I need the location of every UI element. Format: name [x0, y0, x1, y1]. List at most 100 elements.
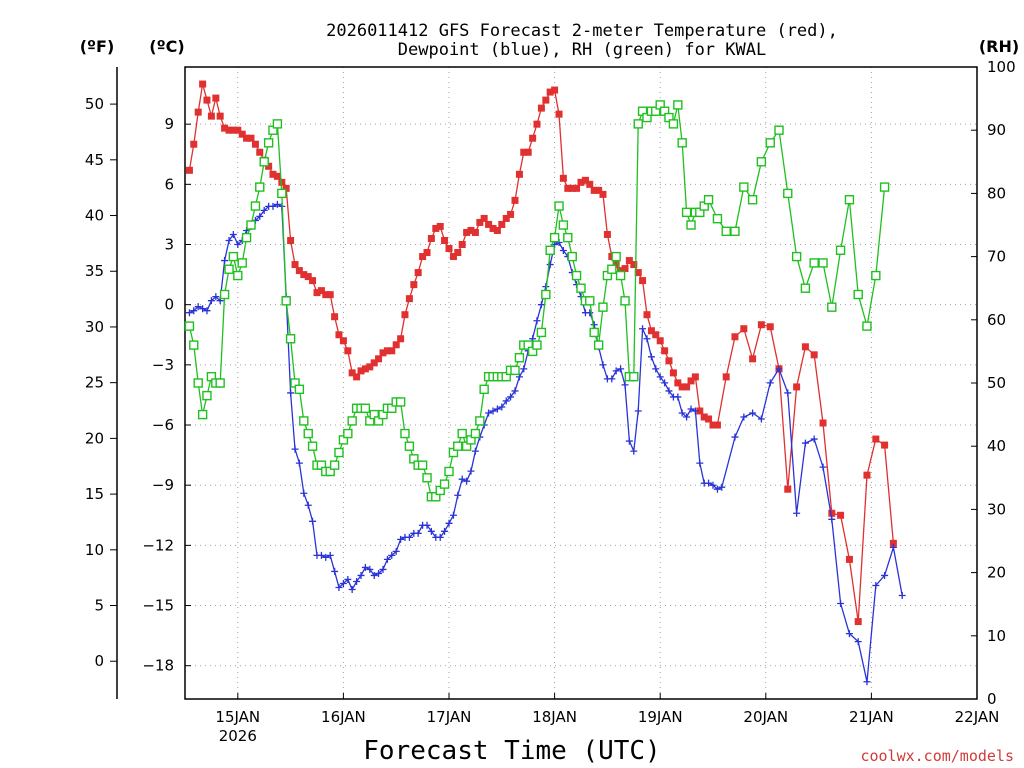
dewp-point — [854, 638, 862, 646]
dewp-point — [326, 551, 334, 559]
rh-point — [611, 251, 621, 262]
rh-point — [607, 264, 617, 274]
temp-point — [238, 130, 246, 138]
dewp-point — [449, 511, 457, 519]
fahrenheit-tick-label: 45 — [85, 151, 104, 169]
temp-point — [489, 224, 497, 232]
temp-point — [225, 126, 233, 134]
dewp-point — [256, 212, 264, 220]
temp-point — [251, 140, 259, 148]
temp-point — [357, 367, 365, 375]
temp-point — [551, 86, 559, 94]
dewp-point — [405, 533, 413, 541]
rh-point — [756, 157, 767, 167]
rh-point — [422, 473, 432, 483]
rh-point — [686, 220, 696, 230]
rh-point — [739, 182, 749, 192]
temp-point — [278, 178, 286, 186]
dewp-point — [366, 565, 374, 573]
temp-point — [410, 281, 418, 289]
temp-point — [595, 186, 603, 194]
dewp-point — [423, 521, 431, 529]
dewp-point — [810, 435, 818, 443]
dewp-point — [273, 200, 281, 208]
rh-point — [250, 201, 261, 211]
temp-point — [331, 313, 339, 321]
rh-point — [629, 371, 639, 382]
x-tick-label: 20JAN — [743, 708, 788, 726]
temp-point — [731, 333, 739, 341]
rh-point — [532, 340, 542, 350]
dewp-point — [511, 387, 519, 395]
temp-point — [819, 419, 827, 427]
temp-point — [463, 228, 471, 236]
temp-point — [348, 369, 356, 377]
dewp-point — [872, 581, 880, 589]
temp-point — [564, 184, 572, 192]
rh-point — [329, 460, 340, 470]
dewp-point — [383, 555, 391, 563]
temp-point — [445, 245, 453, 253]
rh-point — [549, 232, 560, 243]
rh-point — [294, 384, 305, 395]
temp-point — [568, 184, 576, 192]
x-tick-label: 15JAN — [215, 708, 260, 726]
temp-point — [216, 112, 224, 120]
rh-point — [281, 296, 291, 306]
rh-point — [400, 428, 410, 439]
dewp-point — [190, 307, 198, 315]
dewp-point — [621, 381, 629, 389]
temp-point — [683, 383, 691, 391]
dewp-point — [837, 600, 845, 608]
temp-point — [881, 441, 889, 449]
gridlines — [185, 67, 977, 699]
temp-point — [476, 218, 484, 226]
dewp-point — [678, 409, 686, 417]
rh-point — [259, 157, 269, 167]
dewp-point — [661, 379, 669, 387]
dewp-point — [458, 475, 466, 483]
rh-point — [479, 384, 489, 395]
temp-point — [414, 269, 422, 277]
temp-point — [590, 186, 598, 194]
temp-point — [555, 110, 563, 118]
data-series — [184, 80, 906, 686]
dewp-point — [331, 567, 339, 575]
dewp-point — [537, 301, 545, 309]
temp-point — [757, 321, 765, 329]
rh-point — [404, 441, 415, 451]
dewp-point — [731, 433, 739, 441]
temp-point — [577, 178, 585, 186]
celsius-unit-label: (ºC) — [149, 37, 184, 56]
rh-point — [879, 182, 890, 192]
temp-point — [705, 415, 713, 423]
rh-point — [444, 466, 454, 477]
celsius-tick-label: −12 — [142, 536, 174, 554]
rh-point — [453, 441, 463, 451]
rh-point — [541, 289, 551, 300]
dewp-point — [463, 477, 471, 485]
temp-point — [273, 172, 281, 180]
temp-point — [247, 134, 255, 142]
temp-point — [300, 271, 308, 279]
dewp-point — [819, 463, 827, 471]
rh-point — [791, 251, 802, 262]
rh-point — [593, 340, 604, 350]
temp-point — [793, 383, 801, 391]
rh-point — [189, 340, 199, 350]
temp-point — [366, 363, 374, 371]
dewp-point — [397, 535, 405, 543]
rh-point — [277, 188, 287, 199]
fahrenheit-unit-label: (ºF) — [80, 37, 115, 56]
temp-point — [471, 228, 479, 236]
temp-point — [643, 311, 651, 319]
rh-point — [800, 283, 811, 293]
temp-point — [485, 220, 493, 228]
rh-point — [620, 296, 630, 306]
dewp-point — [533, 317, 541, 325]
rh-point — [334, 447, 344, 458]
rh-point — [774, 125, 784, 135]
rh-tick-label: 50 — [987, 374, 1006, 392]
rh-tick-label: 0 — [987, 690, 997, 708]
rh-point — [681, 207, 692, 218]
